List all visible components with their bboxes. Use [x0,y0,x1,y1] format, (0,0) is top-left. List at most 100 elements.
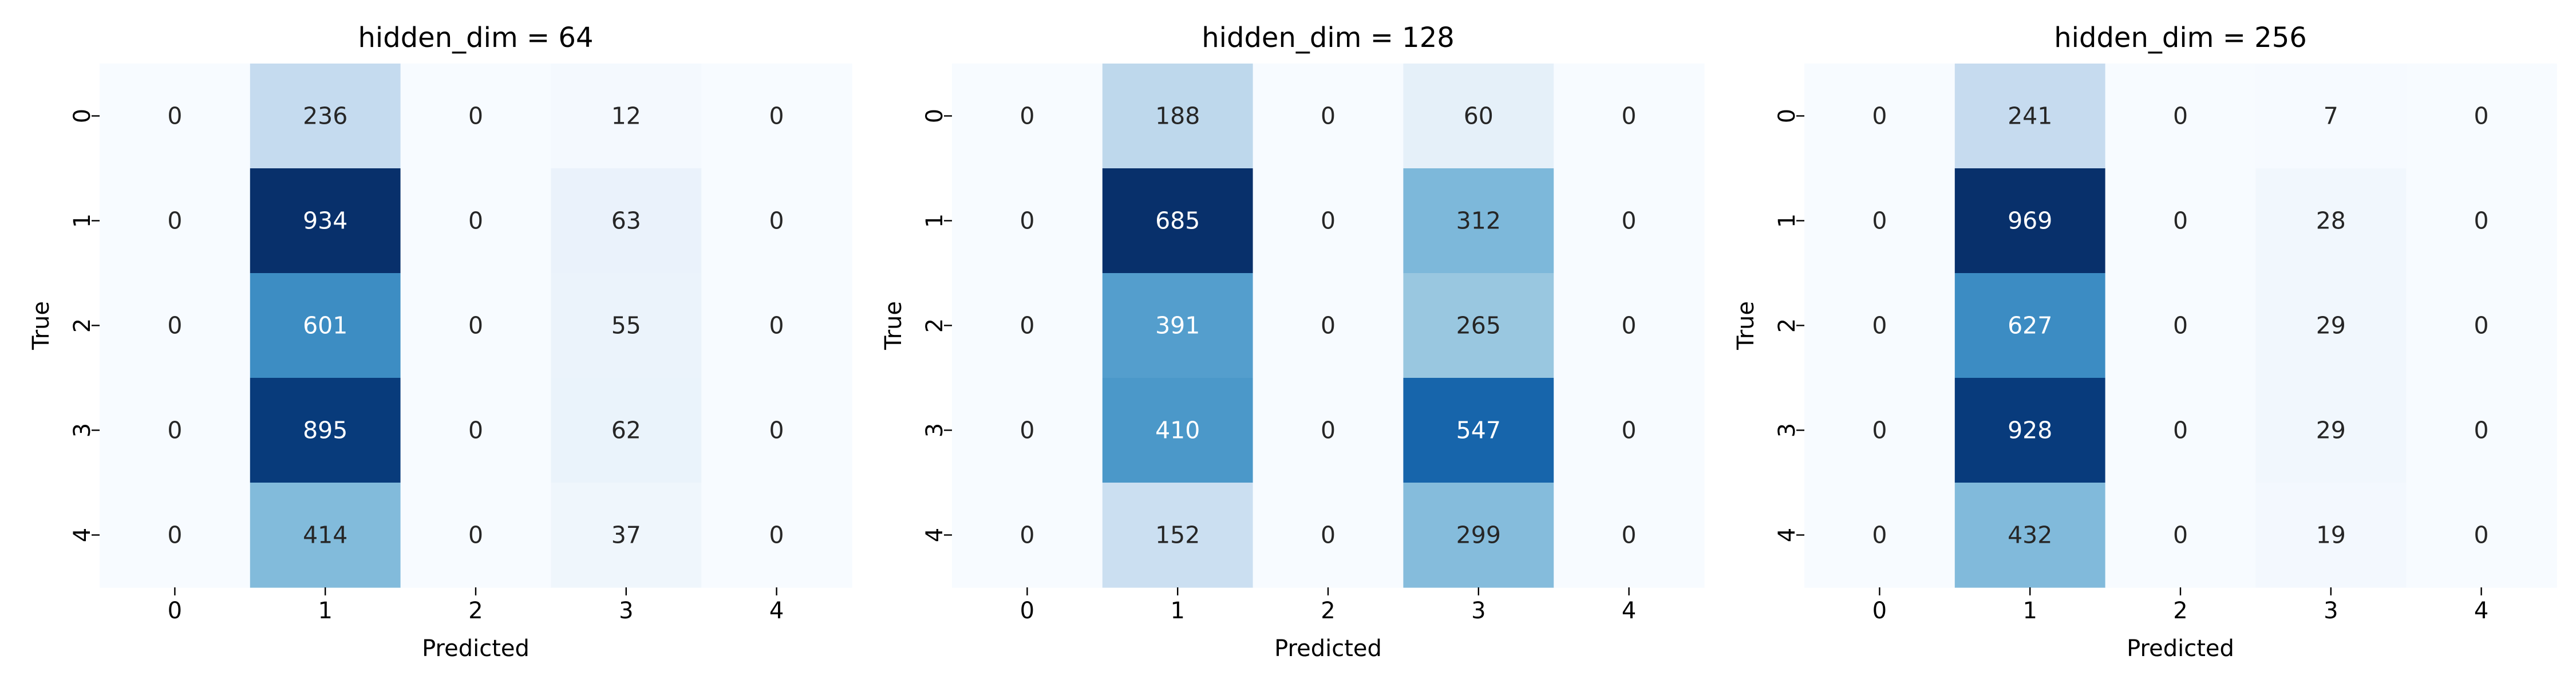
heatmap-cell [1954,64,2106,169]
cell-value-label: 0 [1321,312,1336,339]
heatmap-cell [1554,483,1705,588]
heatmap-cell [1804,483,1955,588]
heatmap-cell [2255,168,2407,274]
cell-value-label: 29 [2316,417,2346,444]
heatmap-cell [2406,378,2557,483]
x-axis-label: Predicted [1274,635,1382,662]
x-tick-label: 1 [1170,598,1184,624]
y-axis-label: True [28,301,54,350]
cell-value-label: 0 [1872,417,1887,444]
heatmap-cell [1804,273,1955,378]
y-tick-label: 4 [922,528,948,542]
cell-value-label: 60 [1464,102,1494,130]
cell-value-label: 0 [2173,417,2188,444]
heatmap-cell [100,273,251,378]
cell-value-label: 0 [167,417,182,444]
x-tick-label: 1 [318,598,332,624]
cell-value-label: 0 [167,207,182,235]
cell-value-label: 0 [1872,312,1887,339]
x-tick-label: 4 [769,598,784,624]
heatmap-cell [551,168,702,274]
x-axis-label: Predicted [2127,635,2234,662]
cell-value-label: 414 [303,522,347,549]
heatmap-cell [250,168,401,274]
cell-value-label: 0 [468,522,483,549]
x-tick-label: 2 [468,598,483,624]
heatmap-cell [701,168,852,274]
heatmap-cell [701,378,852,483]
heatmap-cell [1403,378,1554,483]
cell-value-label: 0 [1872,102,1887,130]
cell-value-label: 0 [769,312,784,339]
y-tick-label: 1 [922,214,948,228]
x-tick-label: 3 [1471,598,1485,624]
panel-title: hidden_dim = 64 [358,22,593,54]
heatmap-cell [551,483,702,588]
cell-value-label: 928 [2008,417,2052,444]
heatmap-cell [952,168,1103,274]
heatmap-cell [1954,483,2106,588]
y-tick-label: 2 [69,318,96,333]
cell-value-label: 0 [1321,102,1336,130]
heatmap-cell [1102,168,1254,274]
cell-value-label: 0 [1622,102,1637,130]
cell-value-label: 37 [611,522,641,549]
cell-value-label: 0 [1321,207,1336,235]
y-tick-label: 4 [1774,528,1800,542]
x-tick-label: 0 [168,598,182,624]
heatmap-cell [1253,273,1404,378]
cell-value-label: 0 [769,102,784,130]
cell-value-label: 299 [1456,522,1501,549]
cell-value-label: 0 [1872,522,1887,549]
heatmap-cell [400,168,551,274]
heatmap-cell [1954,378,2106,483]
cell-value-label: 391 [1155,312,1200,339]
cell-value-label: 7 [2324,102,2338,130]
heatmap-cell [551,64,702,169]
cell-value-label: 432 [2008,522,2052,549]
cell-value-label: 0 [2474,417,2489,444]
y-tick-label: 3 [1774,423,1800,437]
cell-value-label: 0 [1622,207,1637,235]
cell-value-label: 0 [1622,417,1637,444]
heatmap-cell [100,64,251,169]
cell-value-label: 0 [769,207,784,235]
heatmap-cell [250,273,401,378]
y-tick-label: 2 [922,318,948,333]
cell-value-label: 55 [611,312,641,339]
heatmap-cell [1253,483,1404,588]
y-tick-label: 3 [69,423,96,437]
heatmap-cell [1403,483,1554,588]
cell-value-label: 0 [2474,102,2489,130]
cell-value-label: 0 [1622,312,1637,339]
heatmap-cell [1253,168,1404,274]
heatmap-cell [100,483,251,588]
cell-value-label: 0 [1622,522,1637,549]
cell-value-label: 0 [1872,207,1887,235]
heatmap-cell [1102,273,1254,378]
heatmap-cell [2105,168,2256,274]
heatmap-panel-2: 0 241 0 7 00 969 0 28 00 627 0 29 00 928 0 29 00 432 0 19 00… [1733,22,2557,662]
heatmap-cell [1403,273,1554,378]
cell-value-label: 312 [1456,207,1501,235]
heatmap-panel-0: 0 236 0 12 00 934 0 63 00 601 0 55 00 895 0 62 00 414 0 37 0… [28,22,852,662]
heatmap-cell [2406,64,2557,169]
cell-value-label: 601 [303,312,347,339]
x-tick-label: 3 [2324,598,2338,624]
x-tick-label: 4 [2474,598,2488,624]
cell-value-label: 0 [2474,522,2489,549]
x-tick-label: 2 [2173,598,2187,624]
cell-value-label: 547 [1456,417,1501,444]
heatmap-cell [1554,378,1705,483]
x-tick-label: 1 [2022,598,2037,624]
y-tick-label: 0 [1774,109,1800,123]
heatmap-cell [1554,168,1705,274]
cell-value-label: 19 [2316,522,2346,549]
heatmap-cell [2105,273,2256,378]
heatmap-cell [1554,273,1705,378]
heatmap-cell [1102,378,1254,483]
cell-value-label: 63 [611,207,641,235]
heatmap-cell [952,378,1103,483]
heatmap-cell [2255,378,2407,483]
cell-value-label: 0 [167,522,182,549]
